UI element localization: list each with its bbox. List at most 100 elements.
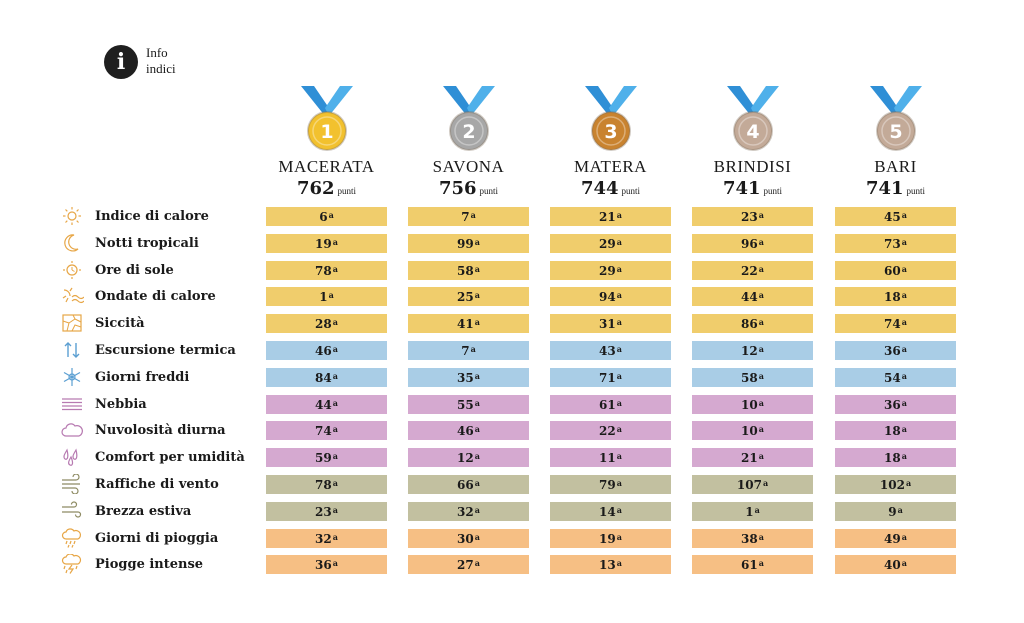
row-label: Ore di sole bbox=[60, 260, 174, 280]
rank-value: 79 bbox=[599, 477, 616, 492]
rank-value: 58 bbox=[741, 370, 758, 385]
humidity-icon bbox=[63, 448, 78, 466]
rank-suffix: a bbox=[474, 397, 480, 408]
rank-cell: 55 a bbox=[408, 395, 529, 414]
rank-cell: 74 a bbox=[266, 421, 387, 440]
rank-value: 38 bbox=[741, 531, 758, 546]
rank-value: 12 bbox=[457, 450, 474, 465]
rank-cell: 43 a bbox=[550, 341, 671, 360]
row-label-text: Indice di calore bbox=[95, 208, 209, 224]
city-score: 756 punti bbox=[408, 178, 529, 199]
rank-suffix: a bbox=[901, 450, 907, 461]
rank-cell: 23 a bbox=[692, 207, 813, 226]
rank-suffix: a bbox=[474, 477, 480, 488]
rank-suffix: a bbox=[332, 423, 338, 434]
rank-value: 21 bbox=[599, 209, 616, 224]
row-label-text: Siccità bbox=[95, 315, 145, 331]
heatwave-icon bbox=[60, 286, 84, 306]
rank-cell: 10 a bbox=[692, 421, 813, 440]
score-value: 756 bbox=[438, 178, 477, 199]
rank-cell: 84 a bbox=[266, 368, 387, 387]
rank-cell: 22 a bbox=[692, 261, 813, 280]
rank-value: 18 bbox=[884, 450, 901, 465]
rank-suffix: a bbox=[901, 209, 907, 220]
rank-suffix: a bbox=[758, 370, 764, 381]
city-score: 741 punti bbox=[692, 178, 813, 199]
rank-value: 60 bbox=[884, 263, 901, 278]
rank-value: 12 bbox=[741, 343, 758, 358]
rank-value: 43 bbox=[599, 343, 616, 358]
rank-cell: 23 a bbox=[266, 502, 387, 521]
rank-suffix: a bbox=[616, 531, 622, 542]
rank-cell: 13 a bbox=[550, 555, 671, 574]
rank-suffix: a bbox=[616, 289, 622, 300]
rank-suffix: a bbox=[332, 504, 338, 515]
rank-value: 14 bbox=[599, 504, 616, 519]
rank-value: 61 bbox=[741, 557, 758, 572]
rank-cell: 66 a bbox=[408, 475, 529, 494]
storm-icon bbox=[60, 554, 84, 574]
row-label-text: Nebbia bbox=[95, 396, 147, 412]
rank-value: 71 bbox=[599, 370, 616, 385]
city-header-bari: 5 BARI 741 punti bbox=[835, 86, 956, 199]
row-label-text: Giorni freddi bbox=[95, 369, 190, 385]
rank-cell: 12 a bbox=[692, 341, 813, 360]
rank-suffix: a bbox=[474, 557, 480, 568]
rank-value: 86 bbox=[741, 316, 758, 331]
rank-suffix: a bbox=[758, 343, 764, 354]
temp-range-icon bbox=[64, 342, 80, 358]
city-name: SAVONA bbox=[432, 157, 505, 176]
rank-suffix: a bbox=[901, 397, 907, 408]
rank-suffix: a bbox=[616, 397, 622, 408]
rank-value: 73 bbox=[884, 236, 901, 251]
medal-4-icon: 4 bbox=[726, 86, 779, 151]
rank-suffix: a bbox=[897, 504, 903, 515]
rank-value: 44 bbox=[315, 397, 332, 412]
rank-cell: 27 a bbox=[408, 555, 529, 574]
rank-value: 22 bbox=[741, 263, 758, 278]
rank-cell: 78 a bbox=[266, 475, 387, 494]
rank-cell: 28 a bbox=[266, 314, 387, 333]
rank-value: 7 bbox=[461, 343, 470, 358]
rank-cell: 32 a bbox=[266, 529, 387, 548]
rank-cell: 71 a bbox=[550, 368, 671, 387]
city-score: 741 punti bbox=[835, 178, 956, 199]
rank-value: 36 bbox=[884, 397, 901, 412]
medal-2-icon: 2 bbox=[442, 86, 495, 151]
rank-cell: 59 a bbox=[266, 448, 387, 467]
medal-number: 3 bbox=[604, 121, 617, 143]
rank-value: 28 bbox=[315, 316, 332, 331]
rank-cell: 32 a bbox=[408, 502, 529, 521]
rank-cell: 45 a bbox=[835, 207, 956, 226]
rank-suffix: a bbox=[332, 477, 338, 488]
rank-value: 58 bbox=[457, 263, 474, 278]
rank-value: 18 bbox=[884, 289, 901, 304]
row-label: Ondate di calore bbox=[60, 286, 216, 306]
rank-cell: 10 a bbox=[692, 395, 813, 414]
city-name: MATERA bbox=[574, 157, 647, 176]
rank-value: 40 bbox=[884, 557, 901, 572]
row-label-text: Ondate di calore bbox=[95, 288, 216, 304]
rank-value: 19 bbox=[315, 236, 332, 251]
rank-value: 78 bbox=[315, 477, 332, 492]
row-label-text: Comfort per umidità bbox=[95, 449, 245, 465]
rank-value: 18 bbox=[884, 423, 901, 438]
rank-value: 30 bbox=[457, 531, 474, 546]
rank-suffix: a bbox=[901, 343, 907, 354]
rank-value: 45 bbox=[884, 209, 901, 224]
rank-cell: 74 a bbox=[835, 314, 956, 333]
rank-value: 23 bbox=[741, 209, 758, 224]
row-label: Giorni di pioggia bbox=[60, 528, 218, 548]
rank-value: 74 bbox=[315, 423, 332, 438]
rank-suffix: a bbox=[758, 397, 764, 408]
rank-suffix: a bbox=[332, 397, 338, 408]
info-button[interactable]: i Info indici bbox=[104, 45, 176, 79]
row-label: Raffiche di vento bbox=[60, 474, 219, 494]
rank-cell: 49 a bbox=[835, 529, 956, 548]
score-unit: punti bbox=[337, 186, 357, 196]
rank-value: 99 bbox=[457, 236, 474, 251]
rank-suffix: a bbox=[474, 531, 480, 542]
